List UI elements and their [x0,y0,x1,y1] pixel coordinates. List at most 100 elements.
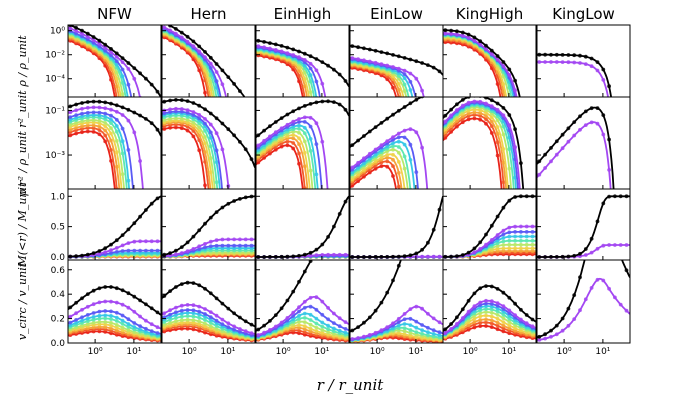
data-point-1 [596,278,600,282]
data-point-0 [303,52,307,56]
data-point-0 [543,53,547,57]
data-point-6 [303,151,307,155]
data-point-5 [109,126,113,130]
data-point-0 [432,90,436,94]
data-point-1 [543,166,547,170]
data-point-0 [144,208,148,212]
data-point-1 [380,62,384,66]
data-point-1 [356,336,360,340]
data-point-1 [426,195,430,199]
data-point-4 [519,239,523,243]
data-point-0 [174,27,178,31]
data-point-9 [244,232,248,236]
data-point-0 [513,302,517,306]
data-point-5 [438,119,442,123]
data-point-5 [414,119,418,123]
data-point-1 [344,232,348,236]
data-point-1 [403,69,407,73]
data-point-1 [420,307,424,311]
data-point-1 [215,70,219,74]
data-point-8 [156,119,160,123]
data-point-5 [197,320,201,324]
data-point-2 [426,326,430,330]
data-point-5 [391,148,395,152]
x-tick-label: 10¹ [595,347,610,357]
data-point-0 [455,315,459,319]
data-point-7 [332,119,336,123]
data-point-5 [513,243,517,247]
data-point-5 [115,323,119,327]
data-point-9 [291,147,295,151]
data-point-6 [121,200,125,204]
data-point-2 [344,119,348,123]
data-point-7 [297,142,301,146]
data-point-1 [274,48,278,52]
data-point-8 [315,232,319,236]
data-point-7 [391,158,395,162]
data-point-0 [338,73,342,77]
data-point-1 [601,133,605,137]
data-point-0 [356,139,360,143]
data-point-1 [332,232,336,236]
series-line-0 [68,196,161,256]
data-point-0 [625,232,629,236]
data-point-3 [126,322,130,326]
data-point-4 [438,232,442,236]
data-point-8 [332,232,336,236]
data-point-1 [92,106,96,110]
data-point-9 [332,232,336,236]
data-point-0 [490,224,494,228]
data-point-2 [109,114,113,118]
data-point-6 [420,232,424,236]
data-point-0 [174,249,178,253]
data-point-2 [232,328,236,332]
data-point-1 [584,62,588,66]
data-point-7 [244,119,248,123]
data-point-0 [132,66,136,70]
data-point-3 [126,99,130,103]
data-point-3 [332,232,336,236]
data-point-0 [537,335,541,339]
data-point-8 [156,232,160,236]
data-point-2 [409,143,413,147]
data-point-2 [86,111,90,115]
data-point-5 [121,326,125,330]
plot-area [162,281,255,342]
data-point-1 [138,159,142,163]
data-point-0 [426,142,430,146]
data-point-6 [150,232,154,236]
data-point-0 [432,228,436,232]
data-point-3 [315,173,319,177]
data-point-0 [286,299,290,303]
data-point-2 [250,244,254,248]
data-point-3 [138,119,142,123]
data-point-0 [420,61,424,65]
data-point-1 [92,302,96,306]
data-point-6 [403,100,407,104]
data-point-0 [115,286,119,290]
data-point-4 [320,119,324,123]
data-point-0 [274,313,278,317]
data-point-1 [121,244,125,248]
data-point-0 [309,102,313,106]
data-point-1 [502,229,506,233]
data-point-1 [232,232,236,236]
data-point-0 [192,101,196,105]
data-point-8 [320,119,324,123]
data-point-4 [244,232,248,236]
data-point-1 [619,232,623,236]
data-point-9 [490,325,494,329]
data-point-4 [115,319,119,323]
series-line-9 [68,131,161,233]
data-point-9 [420,119,424,123]
data-point-0 [391,53,395,57]
data-point-4 [525,119,529,123]
data-point-0 [80,101,84,105]
data-point-9 [426,119,430,123]
panel-mass-einhigh [256,189,349,260]
data-point-1 [338,119,342,123]
data-point-5 [397,151,401,155]
data-point-5 [215,112,219,116]
data-point-1 [391,321,395,325]
